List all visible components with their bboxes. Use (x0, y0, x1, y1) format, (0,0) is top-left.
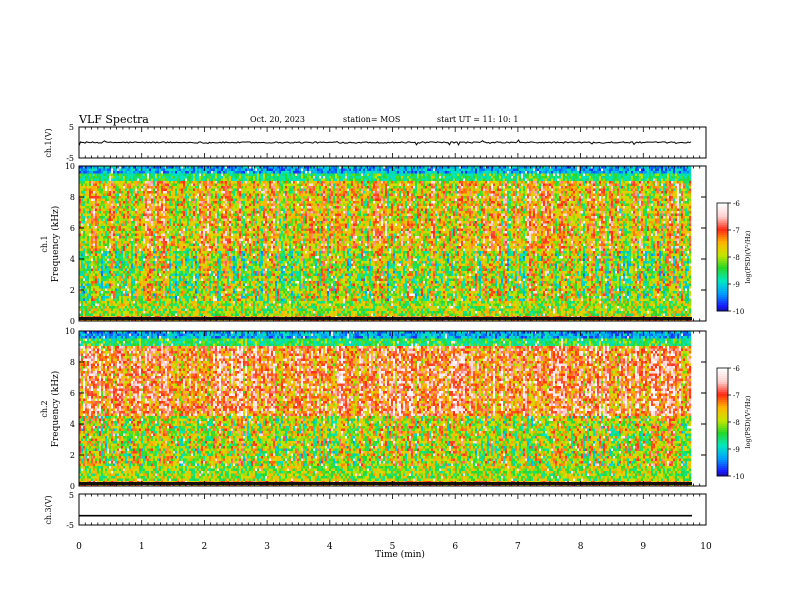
colorbar-tick-label: -9 (733, 281, 740, 289)
chart-title: VLF Spectra (78, 113, 149, 126)
ch1-freq-ylabel: Frequency (kHz) (50, 206, 61, 283)
ch3-voltage-panel: 5 -5 ch.3(V) (44, 491, 706, 530)
time-tick-label: 7 (515, 542, 521, 552)
freq-tick-label: 2 (70, 451, 75, 460)
colorbar-tick-label: -8 (733, 419, 740, 427)
time-axis-xlabel: Time (min) (375, 549, 425, 560)
colorbar-tick-label: -7 (733, 227, 740, 235)
time-tick-label: 10 (700, 542, 712, 552)
freq-tick-label: 4 (70, 255, 75, 264)
time-tick-label: 1 (139, 542, 145, 552)
colorbar-label: log(PSD)(V²/Hz) (744, 230, 752, 283)
date-label: Oct. 20, 2023 (250, 115, 305, 124)
ch2-colorbar: -6 -7 -8 -9 -10 log(PSD)(V²/Hz) (717, 365, 752, 481)
freq-tick-label: 4 (70, 420, 75, 429)
time-tick-label: 6 (452, 542, 458, 552)
time-tick-label: 0 (76, 542, 82, 552)
colorbar-tick-label: -8 (733, 254, 740, 262)
colorbar-label: log(PSD)(V²/Hz) (744, 395, 752, 448)
ch1-voltage-ylabel: ch.1(V) (44, 128, 53, 157)
time-tick-label: 3 (264, 542, 270, 552)
colorbar-tick-label: -10 (733, 473, 744, 481)
vlf-figure: VLF Spectra Oct. 20, 2023 station= MOS s… (0, 0, 792, 612)
ch1-colorbar: -6 -7 -8 -9 -10 log(PSD)(V²/Hz) (717, 200, 752, 316)
ch3-voltage-ylabel: ch.3(V) (44, 495, 53, 524)
ch1-spectrogram-panel: 0 2 4 6 8 10 ch.1 Frequency (kHz) (40, 162, 706, 326)
colorbar-tick-label: -10 (733, 308, 744, 316)
ch2-spectrogram-panel: 0 2 4 6 8 10 ch.2 Frequency (kHz) (40, 327, 706, 491)
freq-tick-label: 6 (70, 389, 75, 398)
ch2-panel-name: ch.2 (40, 400, 49, 417)
colorbar-tick-label: -7 (733, 392, 740, 400)
station-label: station= MOS (343, 115, 400, 124)
ch3-ytick-top: 5 (69, 491, 74, 500)
ch3-ytick-bottom: -5 (66, 521, 74, 530)
colorbar-tick-label: -6 (733, 200, 740, 208)
freq-tick-label: 10 (65, 327, 75, 336)
ch1-panel-name: ch.1 (40, 235, 49, 252)
freq-tick-label: 6 (70, 224, 75, 233)
ch1-spectrogram-image (79, 166, 692, 321)
colorbar-tick-label: -9 (733, 446, 740, 454)
ch1-voltage-panel: 5 -5 ch.1(V) (44, 123, 706, 163)
time-tick-label: 9 (640, 542, 646, 552)
time-tick-label: 8 (578, 542, 584, 552)
start-time-label: start UT = 11: 10: 1 (437, 115, 518, 124)
freq-tick-label: 10 (65, 162, 75, 171)
freq-tick-label: 2 (70, 286, 75, 295)
freq-tick-label: 8 (70, 193, 75, 202)
colorbar-tick-label: -6 (733, 365, 740, 373)
ch2-spectrogram-image (79, 331, 692, 486)
ch2-freq-ylabel: Frequency (kHz) (50, 371, 61, 448)
ch1-voltage-trace (79, 140, 691, 146)
freq-tick-label: 0 (70, 482, 75, 491)
ch1-ytick-top: 5 (69, 123, 74, 132)
time-tick-label: 2 (202, 542, 208, 552)
freq-tick-label: 0 (70, 317, 75, 326)
time-tick-label: 4 (327, 542, 333, 552)
freq-tick-label: 8 (70, 358, 75, 367)
